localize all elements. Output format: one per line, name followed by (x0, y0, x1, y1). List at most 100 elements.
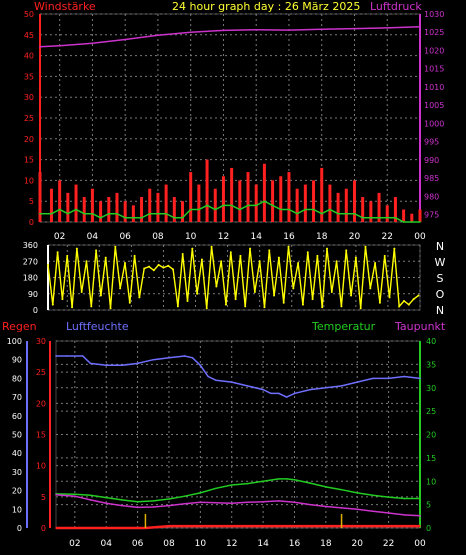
wind-avg-point (83, 212, 86, 215)
wind-avg-point (288, 208, 290, 211)
direction-point (133, 254, 136, 257)
wind-gust-bar (99, 201, 103, 222)
pressure-point (419, 25, 421, 28)
direction-point (224, 303, 227, 306)
x-tick-label: 06 (119, 232, 131, 242)
wind-gust-bar (164, 184, 168, 222)
rain-point (168, 525, 170, 527)
pressure-tick-label: 1010 (424, 83, 444, 92)
temperature-humidity-panel: 0102030405060708090100051015202530051015… (7, 337, 436, 549)
direction-point (287, 245, 290, 248)
humidity-point (66, 355, 68, 357)
humidity-point (325, 386, 327, 389)
wind-gust-bar (271, 180, 275, 222)
direction-point (191, 247, 194, 250)
pressure-point (39, 46, 41, 48)
wind-gust-bar (369, 201, 373, 222)
humidity-tick-label: 20 (12, 487, 22, 496)
wind-tick-label: 5 (29, 197, 34, 206)
dewpoint-point (152, 506, 155, 508)
wind-avg-point (255, 204, 258, 207)
wind-avg-point (91, 212, 94, 215)
wind-gust-bar (238, 180, 242, 222)
wind-avg-point (378, 217, 380, 219)
wind-gust-bar (58, 180, 62, 222)
wind-gust-bar (361, 197, 365, 222)
dewpoint-point (121, 504, 123, 507)
humidity-tick-label: 50 (12, 431, 22, 440)
direction-point (239, 254, 242, 257)
direction-point (388, 296, 391, 299)
wind-avg-point (263, 200, 266, 202)
direction-tick-label: 90 (28, 290, 38, 299)
direction-point (196, 292, 199, 295)
direction-point (417, 294, 420, 297)
x-tick-label: 02 (54, 232, 65, 242)
wind-gust-bar (213, 188, 217, 222)
wind-tick-label: 25 (24, 114, 34, 123)
wind-avg-point (206, 204, 208, 207)
wind-avg-point (181, 217, 184, 219)
wind-avg-point (173, 217, 176, 219)
wind-gust-bar (90, 188, 94, 222)
direction-point (412, 298, 415, 301)
wind-tick-label: 20 (24, 135, 34, 144)
direction-point (292, 287, 295, 290)
direction-point (176, 305, 179, 308)
dewpoint-point (55, 494, 57, 496)
wind-tick-label: 30 (24, 93, 34, 102)
rain-tick-label: 15 (36, 431, 46, 440)
pressure-tick-label: 1020 (424, 46, 444, 55)
wind-gust-bar (66, 192, 70, 222)
x-tick-label: 04 (100, 539, 112, 549)
wind-avg-point (140, 217, 143, 219)
wind-avg-point (239, 208, 241, 211)
pressure-point (124, 38, 126, 41)
direction-point (56, 251, 59, 254)
wind-gust-bar (410, 213, 414, 222)
temperature-point (387, 496, 390, 498)
x-tick-label: 22 (383, 539, 394, 549)
wind-avg-point (67, 212, 69, 215)
direction-point (253, 290, 256, 293)
wind-tick-label: 0 (29, 218, 34, 227)
wind-gust-bar (205, 159, 209, 222)
compass-label: N (436, 304, 444, 317)
humidity-point (262, 388, 264, 391)
direction-point (249, 247, 252, 250)
wind-gust-bar (262, 163, 266, 222)
temperature-tick-label: 15 (426, 454, 436, 463)
direction-point (301, 303, 304, 306)
direction-point (350, 294, 353, 297)
wind-tick-label: 15 (24, 156, 34, 165)
x-tick-label: 14 (257, 539, 269, 549)
wind-tick-label: 40 (24, 52, 34, 61)
wind-gust-bar (344, 188, 348, 222)
direction-point (75, 247, 78, 250)
direction-point (345, 249, 348, 252)
direction-point (234, 298, 237, 301)
wind-gust-bar (74, 184, 78, 222)
wind-avg-point (296, 212, 298, 215)
wind-tick-label: 45 (24, 31, 34, 40)
wind-avg-point (230, 204, 233, 207)
chart-title: 24 hour graph day : 26 März 2025 (172, 0, 360, 13)
wind-gust-bar (189, 172, 193, 222)
humidity-point (168, 357, 170, 359)
temperature-tick-label: 30 (426, 384, 436, 393)
direction-point (172, 268, 175, 271)
humidity-point (270, 392, 272, 395)
humidity-point (121, 364, 123, 367)
direction-point (205, 307, 208, 310)
humidity-point (419, 377, 421, 380)
pressure-point (353, 27, 356, 30)
direction-point (407, 303, 410, 306)
pressure-tick-label: 990 (424, 156, 439, 165)
humidity-point (81, 355, 84, 357)
wind-gust-bar (156, 192, 160, 222)
direction-tick-label: 180 (23, 274, 38, 283)
dewpoint-point (262, 501, 264, 503)
temperature-tick-label: 40 (426, 337, 436, 346)
direction-point (321, 306, 324, 309)
